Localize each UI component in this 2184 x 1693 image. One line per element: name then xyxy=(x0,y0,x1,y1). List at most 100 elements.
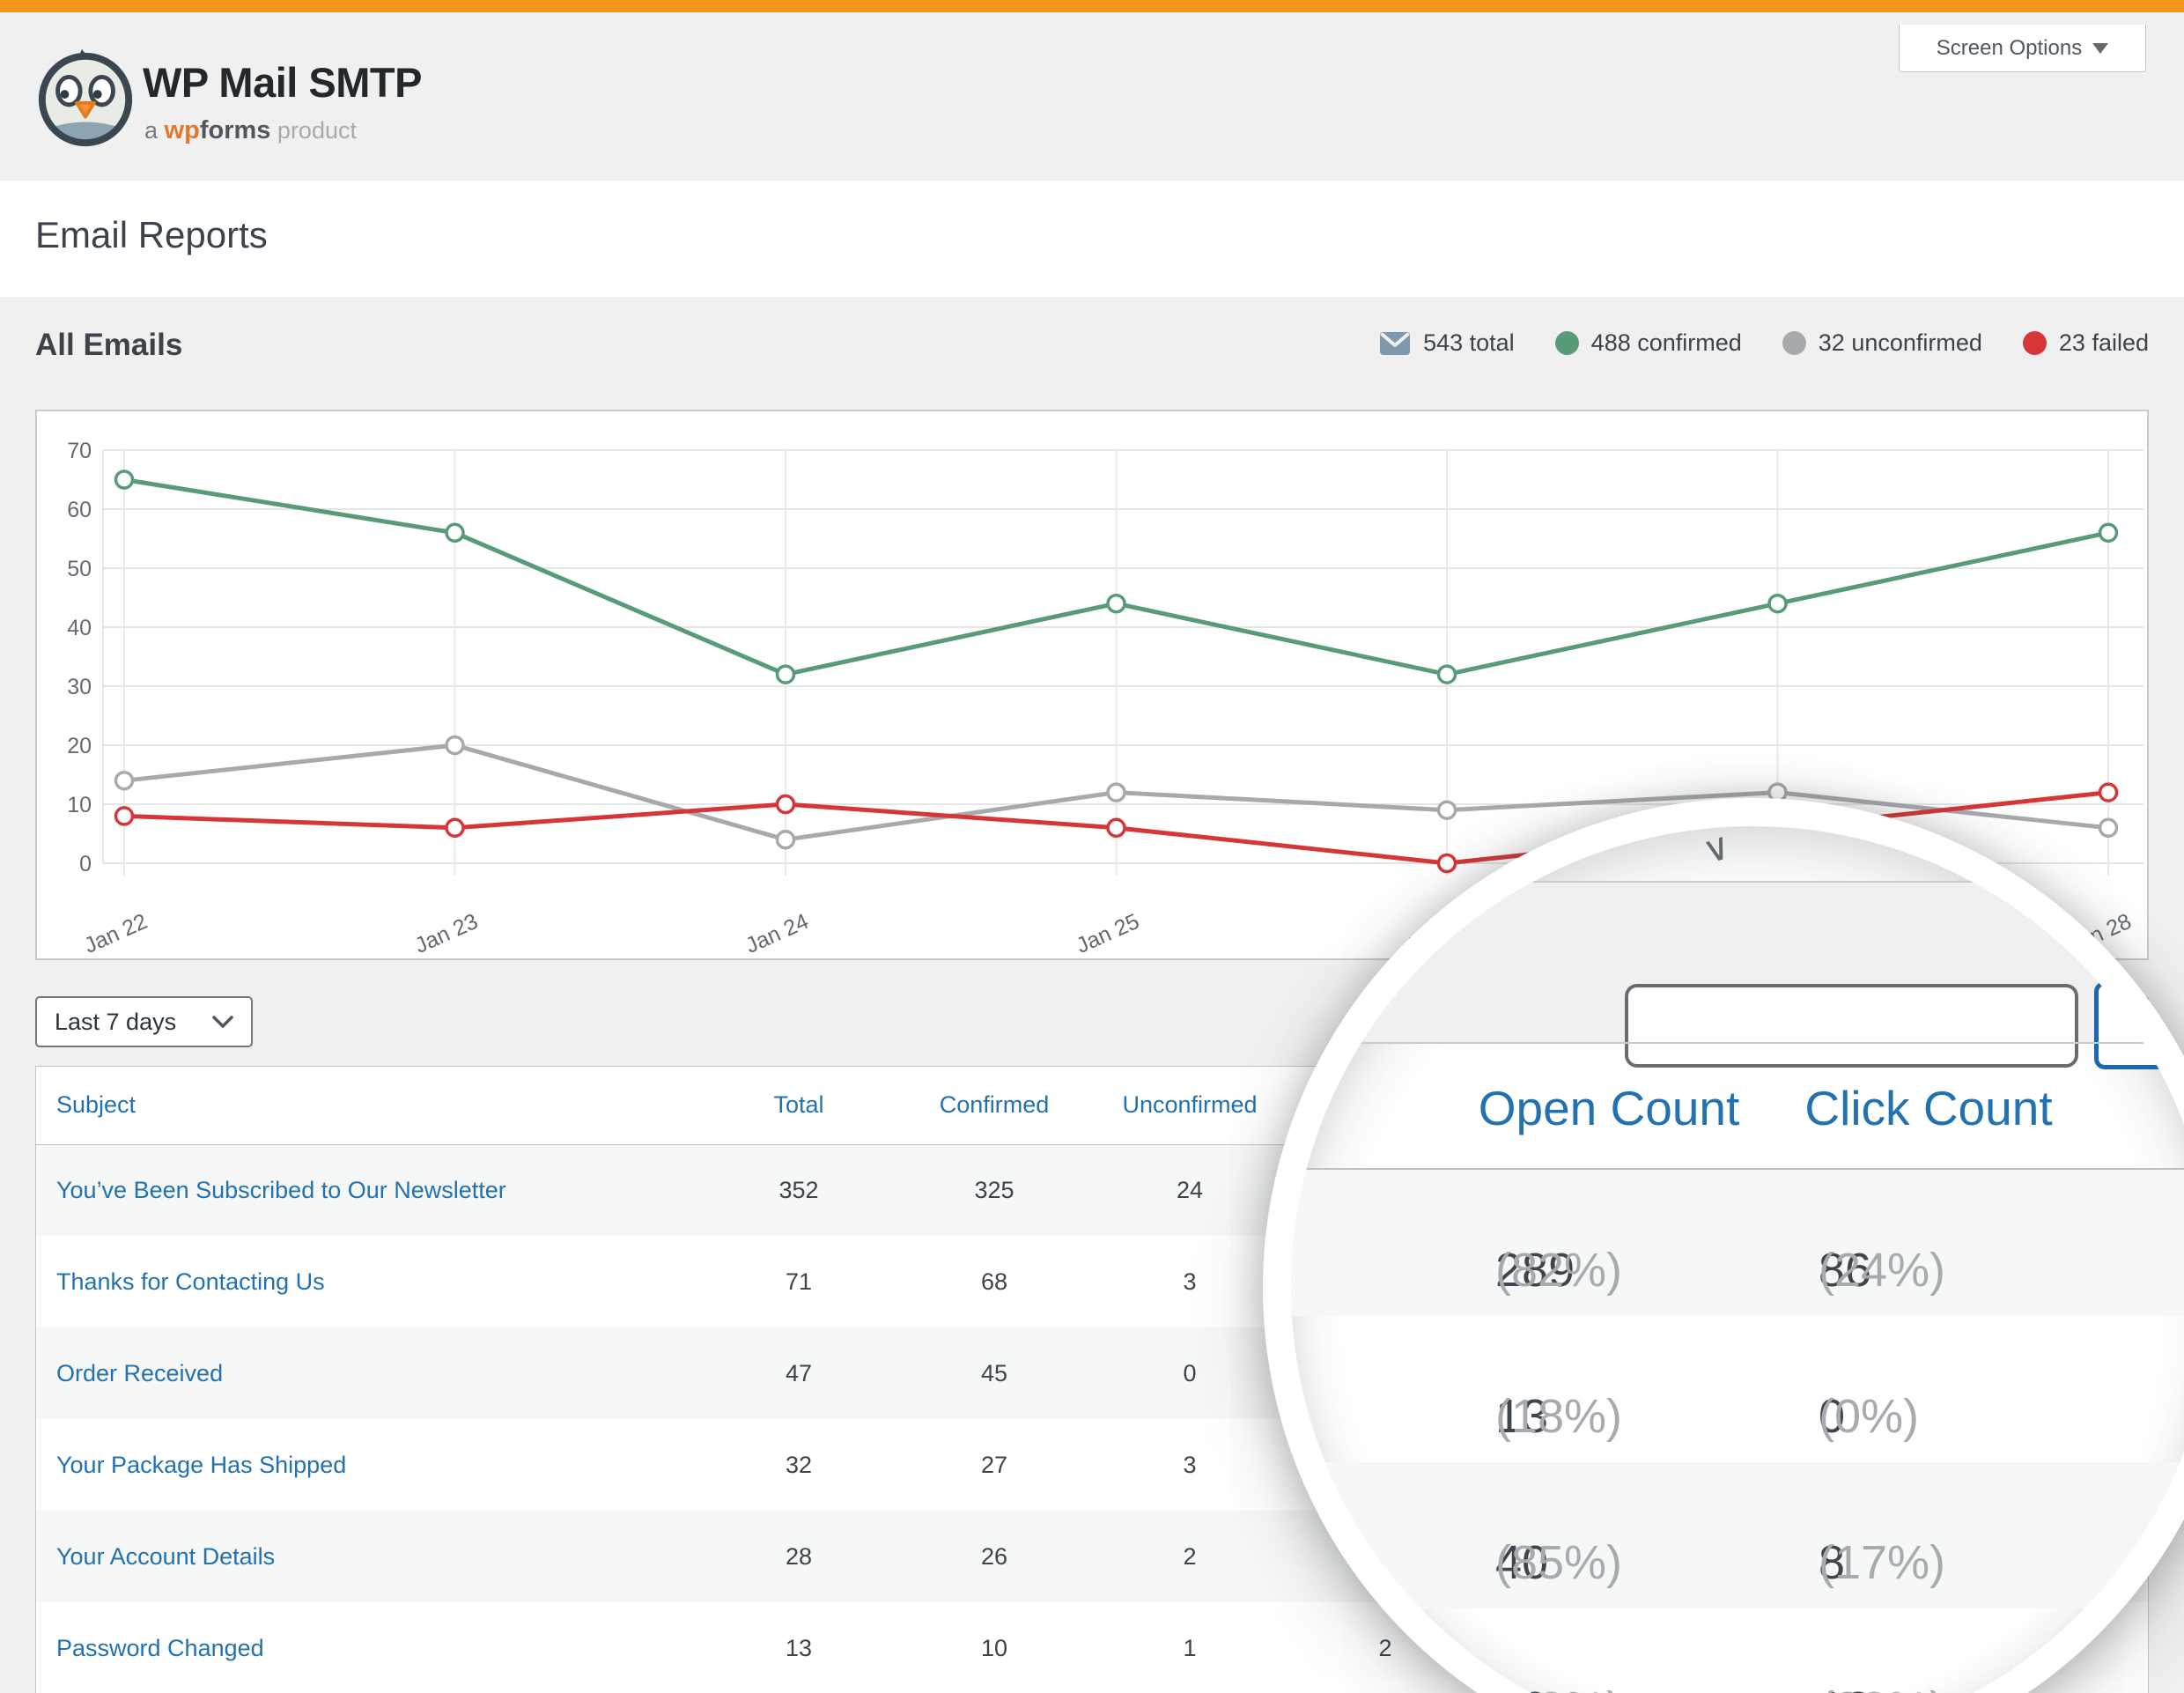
data-point-unconfirmed xyxy=(2098,817,2119,839)
svg-text:10: 10 xyxy=(67,793,92,817)
confirmed-dot-icon xyxy=(1554,331,1579,355)
legend-item-failed: 23 failed xyxy=(2022,329,2149,357)
table-row: Password Changed 13 10 1 2 xyxy=(36,1602,2148,1693)
magnified-search-button xyxy=(2094,981,2184,1069)
magnified-table-top-border xyxy=(1291,1042,2184,1044)
data-point-confirmed xyxy=(1106,593,1126,614)
top-accent-bar xyxy=(0,0,2184,12)
data-point-failed xyxy=(2098,782,2119,802)
svg-text:70: 70 xyxy=(67,439,92,463)
data-point-confirmed xyxy=(114,469,135,490)
page-title: Email Reports xyxy=(35,214,268,255)
data-point-failed xyxy=(1436,853,1457,874)
failed-cell: 2 xyxy=(1378,1634,1392,1661)
tagline-prefix: a xyxy=(144,117,159,144)
subject-link[interactable]: You’ve Been Subscribed to Our Newsletter xyxy=(56,1176,506,1203)
legend-item-confirmed: 488 confirmed xyxy=(1554,329,1742,357)
column-header-confirmed[interactable]: Confirmed xyxy=(896,1067,1092,1145)
legend-item-total: 543 total xyxy=(1379,329,1515,357)
wp-mail-smtp-pigeon-logo xyxy=(38,48,133,147)
failed-dot-icon xyxy=(2022,331,2047,355)
subject-link[interactable]: Password Changed xyxy=(56,1634,264,1661)
subject-link[interactable]: Order Received xyxy=(56,1359,224,1386)
data-point-confirmed xyxy=(1767,593,1788,614)
envelope-icon xyxy=(1380,331,1411,355)
data-point-confirmed xyxy=(1436,664,1457,684)
confirmed-cell: 10 xyxy=(980,1634,1008,1661)
unconfirmed-cell: 3 xyxy=(1183,1268,1197,1295)
legend-label: 488 confirmed xyxy=(1590,329,1742,356)
page-title-band: Email Reports xyxy=(0,181,2184,297)
column-header-total[interactable]: Total xyxy=(701,1067,896,1145)
svg-text:0: 0 xyxy=(79,852,92,876)
unconfirmed-cell: 1 xyxy=(1183,1634,1197,1661)
chart-legend: 543 total 488 confirmed 32 unconfirmed 23 f… xyxy=(1379,329,2149,357)
column-header-subject[interactable]: Subject xyxy=(36,1067,701,1145)
app-tagline: a wpforms product xyxy=(144,116,357,145)
unconfirmed-cell: 24 xyxy=(1176,1176,1204,1203)
svg-text:40: 40 xyxy=(67,616,92,640)
total-cell: 47 xyxy=(785,1359,813,1386)
screen-options-label: Screen Options xyxy=(1936,35,2083,60)
legend-label: 23 failed xyxy=(2058,329,2149,356)
magnified-open-count-header: Open Count xyxy=(1478,1081,1740,1135)
svg-text:Jan 24: Jan 24 xyxy=(742,909,812,958)
svg-text:20: 20 xyxy=(67,734,92,758)
data-point-confirmed xyxy=(445,522,465,543)
data-point-failed xyxy=(1106,817,1126,839)
unconfirmed-cell: 0 xyxy=(1183,1359,1197,1386)
magnified-search-input xyxy=(1625,984,2078,1068)
date-range-select[interactable]: Last 7 days xyxy=(35,996,253,1047)
magnified-toolbar-band xyxy=(1291,883,2184,1069)
data-point-unconfirmed xyxy=(775,829,796,850)
subject-link[interactable]: Thanks for Contacting Us xyxy=(56,1268,325,1295)
subject-link[interactable]: Your Account Details xyxy=(56,1542,276,1570)
total-cell: 13 xyxy=(785,1634,813,1661)
subject-link[interactable]: Your Package Has Shipped xyxy=(56,1451,347,1478)
magnified-chart-bottom-border xyxy=(1291,881,2184,883)
total-cell: 32 xyxy=(785,1451,813,1478)
chevron-down-icon xyxy=(212,1016,233,1028)
magnified-rows: 289 (82%) 86 (24%) 13 (18%) 0 (0%) 40 (85%) 8… xyxy=(1291,1170,2184,1693)
magnified-row: 289 (82%) 86 (24%) xyxy=(1291,1170,2184,1316)
svg-text:30: 30 xyxy=(67,675,92,699)
svg-text:60: 60 xyxy=(67,498,92,522)
unconfirmed-cell: 3 xyxy=(1183,1451,1197,1478)
unconfirmed-dot-icon xyxy=(1782,331,1806,355)
total-cell: 28 xyxy=(785,1542,813,1570)
series-unconfirmed xyxy=(114,735,2119,850)
data-point-failed xyxy=(775,794,796,815)
legend-label: 32 unconfirmed xyxy=(1818,329,1982,356)
magnified-header-underline xyxy=(1291,1168,2184,1170)
column-header-unconfirmed[interactable]: Unconfirmed xyxy=(1092,1067,1288,1145)
caret-down-icon xyxy=(2092,42,2109,54)
plugin-header: WP Mail SMTP a wpforms product Screen Op… xyxy=(0,12,2184,181)
magnified-axis-label-fragment: ∨ xyxy=(1697,826,1737,872)
magnifier-content: ∨ Open Count Click Count 289 (82%) 86 (24… xyxy=(1291,826,2184,1693)
legend-item-unconfirmed: 32 unconfirmed xyxy=(1782,329,1982,357)
confirmed-cell: 26 xyxy=(980,1542,1008,1570)
legend-label: 543 total xyxy=(1423,329,1515,356)
series-confirmed xyxy=(114,469,2119,684)
magnified-row: 40 (85%) 8 (17%) xyxy=(1291,1462,2184,1608)
data-point-confirmed xyxy=(775,664,796,684)
data-point-unconfirmed xyxy=(114,770,135,791)
data-point-failed xyxy=(114,806,135,826)
svg-text:Jan 23: Jan 23 xyxy=(411,909,482,958)
magnified-click-count-header: Click Count xyxy=(1804,1081,2053,1135)
data-point-unconfirmed xyxy=(1436,800,1457,820)
tagline-suffix: product xyxy=(277,117,357,144)
confirmed-cell: 68 xyxy=(980,1268,1008,1295)
brand-wp: wp xyxy=(164,116,200,144)
unconfirmed-cell: 2 xyxy=(1183,1542,1197,1570)
section-title: All Emails xyxy=(35,328,183,362)
confirmed-cell: 45 xyxy=(980,1359,1008,1386)
screen-options-button[interactable]: Screen Options xyxy=(1899,25,2146,72)
magnified-row: 13 (18%) 0 (0%) xyxy=(1495,1390,1920,1443)
total-cell: 352 xyxy=(778,1176,819,1203)
date-range-value: Last 7 days xyxy=(55,1008,177,1035)
data-point-confirmed xyxy=(2098,522,2119,543)
brand-forms: forms xyxy=(199,116,271,144)
total-cell: 71 xyxy=(785,1268,813,1295)
confirmed-cell: 325 xyxy=(974,1176,1015,1203)
